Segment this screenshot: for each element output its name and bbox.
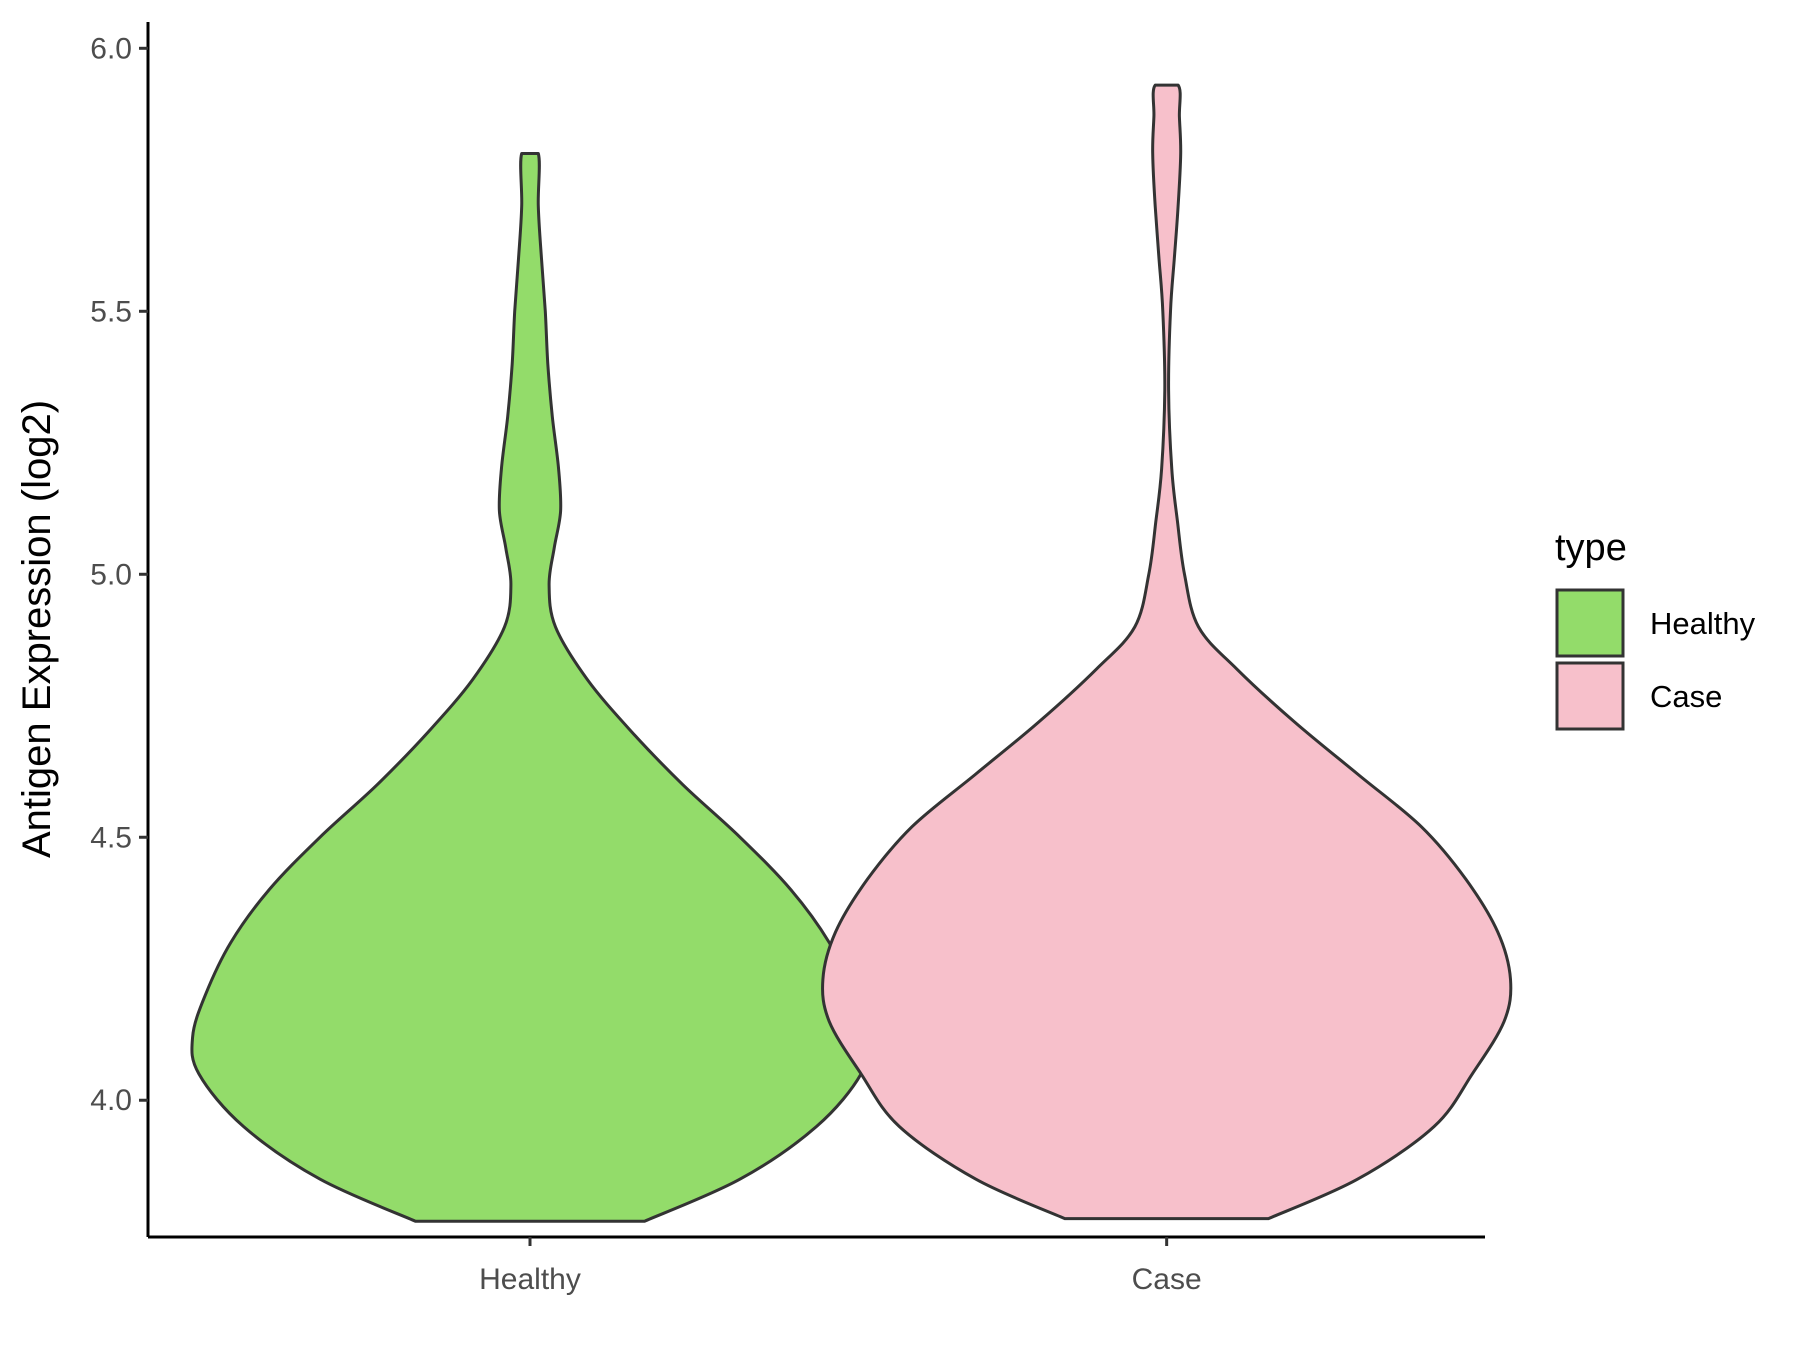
- violin-case: [823, 85, 1511, 1219]
- x-tick-label: Healthy: [479, 1263, 581, 1296]
- y-axis-title: Antigen Expression (log2): [15, 400, 59, 858]
- legend-swatch-case: [1557, 663, 1623, 729]
- y-axis-ticks: 4.0 4.5 5.0 5.5 6.0: [90, 32, 148, 1117]
- legend-label-case: Case: [1650, 679, 1722, 714]
- x-tick-label: Case: [1132, 1263, 1202, 1296]
- y-tick-label: 5.0: [90, 558, 132, 591]
- legend: type Healthy Case: [1555, 527, 1756, 729]
- y-tick-label: 4.0: [90, 1084, 132, 1117]
- y-tick-label: 6.0: [90, 32, 132, 65]
- y-tick-label: 4.5: [90, 821, 132, 854]
- x-axis-ticks: Healthy Case: [479, 1237, 1202, 1296]
- legend-title: type: [1555, 527, 1627, 569]
- legend-swatch-healthy: [1557, 590, 1623, 656]
- violin-layer: [192, 85, 1511, 1221]
- violin-healthy: [192, 154, 868, 1222]
- y-tick-label: 5.5: [90, 295, 132, 328]
- legend-label-healthy: Healthy: [1650, 606, 1756, 641]
